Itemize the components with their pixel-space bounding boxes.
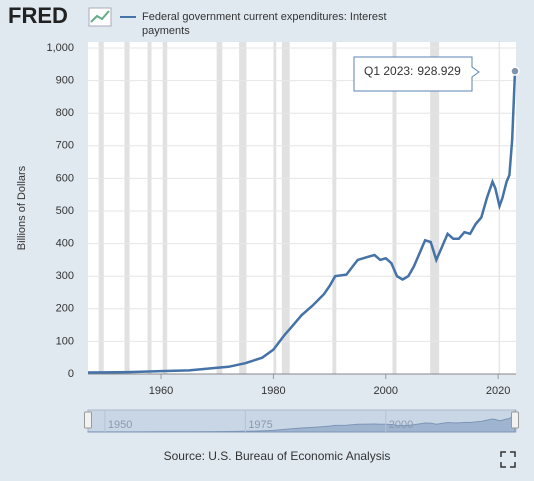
y-tick-label: 700 bbox=[56, 140, 74, 152]
recession-band bbox=[332, 42, 337, 374]
navigator-tick-label: 1975 bbox=[248, 419, 272, 431]
y-tick-label: 400 bbox=[56, 238, 74, 250]
tooltip-box bbox=[353, 56, 480, 92]
y-tick-label: 200 bbox=[56, 303, 74, 315]
x-tick-label: 2020 bbox=[486, 385, 510, 397]
y-axis-label: Billions of Dollars bbox=[16, 165, 28, 250]
y-tick-label: 100 bbox=[56, 335, 74, 347]
recession-band bbox=[147, 42, 152, 374]
y-tick-label: 600 bbox=[56, 172, 74, 184]
y-tick-label: 0 bbox=[68, 368, 74, 380]
series-line bbox=[87, 71, 517, 374]
recession-band bbox=[430, 42, 440, 374]
recession-band bbox=[281, 42, 290, 374]
logo-icon bbox=[88, 7, 112, 27]
recession-band bbox=[392, 42, 397, 374]
recession-band bbox=[216, 42, 223, 374]
tooltip: Q1 2023: 928.929 bbox=[353, 56, 480, 92]
navigator-handle[interactable] bbox=[511, 411, 519, 429]
x-tick-label: 1980 bbox=[261, 385, 285, 397]
tooltip-text: Q1 2023: 928.929 bbox=[364, 64, 461, 78]
legend-text[interactable]: Federal government current expenditures:… bbox=[142, 11, 387, 37]
recession-band bbox=[98, 42, 104, 374]
recession-band bbox=[162, 42, 168, 374]
fullscreen-icon[interactable] bbox=[500, 451, 516, 468]
tooltip-label: Q1 2023: bbox=[364, 64, 413, 78]
y-tick-label: 900 bbox=[56, 75, 74, 87]
navigator-tick-label: 1950 bbox=[108, 419, 132, 431]
plot-area bbox=[88, 42, 516, 374]
navigator-tick-label: 2000 bbox=[389, 419, 413, 431]
y-tick-label: 1,000 bbox=[46, 42, 74, 54]
navigator-area bbox=[87, 409, 516, 433]
logo: FRED bbox=[8, 3, 68, 28]
source: Source: U.S. Bureau of Economic Analysis bbox=[164, 449, 391, 463]
recession-band bbox=[124, 42, 130, 374]
y-tick-label: 300 bbox=[56, 270, 74, 282]
x-tick-label: 1960 bbox=[149, 385, 173, 397]
x-tick-label: 2000 bbox=[374, 385, 398, 397]
recession-band bbox=[273, 42, 277, 374]
y-tick-label: 500 bbox=[56, 205, 74, 217]
hover-point bbox=[510, 66, 520, 76]
recession-band bbox=[239, 42, 247, 374]
tooltip-value: 928.929 bbox=[417, 64, 461, 78]
y-tick-label: 800 bbox=[56, 107, 74, 119]
navigator-handle[interactable] bbox=[84, 411, 92, 429]
